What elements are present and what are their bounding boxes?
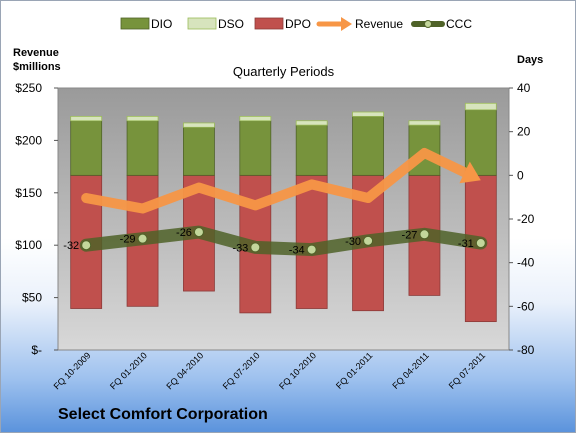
left-axis-tick-label: $100 — [15, 238, 42, 252]
legend-label-dpo: DPO — [285, 17, 311, 31]
dso-bar — [295, 120, 328, 126]
dso-bar — [126, 115, 159, 122]
ccc-marker — [363, 235, 374, 246]
revenue-line — [81, 147, 470, 214]
legend-swatch-dpo — [254, 17, 284, 30]
category-label: FQ 07-2010 — [221, 350, 262, 391]
ccc-marker — [81, 240, 92, 251]
dso-bar — [239, 115, 272, 122]
ccc-marker — [419, 229, 430, 240]
legend-marker-ccc — [424, 20, 432, 28]
left-axis-title: $millions — [13, 61, 61, 73]
category-label: FQ 01-2011 — [334, 350, 375, 391]
right-axis-tick-label: 40 — [517, 81, 531, 95]
left-axis-tick-label: $50 — [22, 291, 42, 305]
dio-bar — [70, 120, 103, 176]
ccc-marker — [193, 227, 204, 238]
ccc-data-label: -30 — [345, 236, 361, 248]
right-axis-tick-label: 0 — [517, 168, 524, 182]
ccc-data-label: -29 — [120, 234, 136, 246]
right-axis-tick-label: 20 — [517, 125, 531, 139]
left-axis-tick-label: $200 — [15, 133, 42, 147]
right-axis-tick-label: -20 — [517, 212, 535, 226]
dso-bar — [464, 102, 497, 111]
legend-label-revenue: Revenue — [355, 17, 403, 31]
dio-bar — [295, 124, 328, 176]
left-axis-title: Revenue — [13, 47, 59, 59]
category-label: FQ 01-2010 — [108, 350, 149, 391]
ccc-data-label: -33 — [232, 242, 248, 254]
right-axis-tick-label: -60 — [517, 299, 535, 313]
left-axis-tick-label: $150 — [15, 186, 42, 200]
legend-swatch-dio — [120, 17, 150, 30]
dio-bar — [126, 120, 159, 176]
left-axis-tick-label: $250 — [15, 81, 42, 95]
ccc-marker — [306, 244, 317, 255]
plot-area — [57, 87, 510, 351]
ccc-data-label: -32 — [63, 240, 79, 252]
ccc-marker — [475, 238, 486, 249]
legend-label-dso: DSO — [218, 17, 244, 31]
category-label: FQ 10-2010 — [277, 350, 318, 391]
revenue-arrowhead — [459, 161, 481, 184]
dio-bar — [239, 120, 272, 176]
ccc-marker — [137, 233, 148, 244]
left-axis-tick-label: $- — [31, 343, 42, 357]
dio-bar — [183, 126, 215, 176]
category-label: FQ 04-2010 — [164, 350, 205, 391]
legend-swatch-dso — [187, 17, 217, 30]
dso-bar — [70, 115, 103, 122]
chart-subtitle: Select Comfort Corporation — [58, 406, 268, 423]
legend-arrow-revenue — [341, 17, 352, 31]
right-axis-title: Days — [517, 54, 543, 66]
ccc-line — [79, 225, 488, 257]
ccc-data-label: -31 — [458, 238, 474, 250]
category-label: FQ 04-2011 — [390, 350, 431, 391]
category-label: FQ 10-2009 — [52, 350, 93, 391]
ccc-data-label: -34 — [289, 245, 305, 257]
ccc-data-label: -27 — [402, 229, 418, 241]
legend-label-dio: DIO — [151, 17, 172, 31]
right-axis-tick-label: -80 — [517, 343, 535, 357]
legend-label-ccc: CCC — [446, 17, 472, 31]
dso-bar — [408, 120, 441, 126]
chart-title: Quarterly Periods — [233, 64, 335, 79]
right-axis-tick-label: -40 — [517, 256, 535, 270]
dso-bar — [183, 122, 215, 128]
ccc-marker — [250, 242, 261, 253]
category-label: FQ 07-2011 — [447, 350, 488, 391]
dio-bar — [352, 115, 384, 176]
ccc-data-label: -26 — [176, 227, 192, 239]
dso-bar — [352, 111, 384, 117]
